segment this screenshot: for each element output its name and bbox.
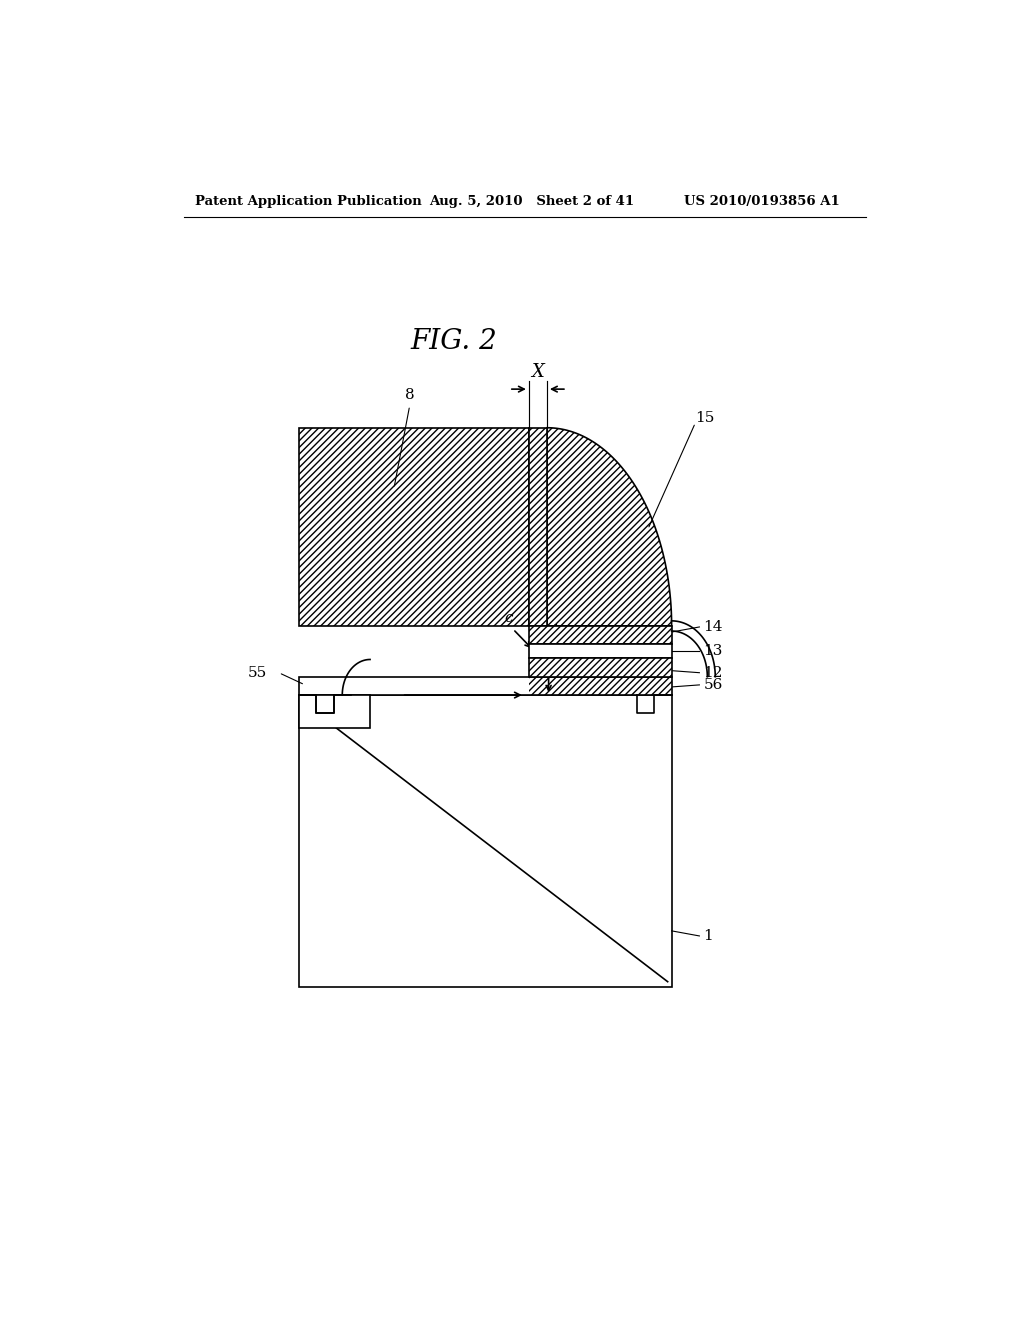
Bar — [299, 677, 672, 696]
Bar — [528, 626, 672, 644]
Text: Patent Application Publication: Patent Application Publication — [196, 194, 422, 207]
Text: 56: 56 — [703, 678, 723, 692]
Text: FIG. 2: FIG. 2 — [410, 327, 497, 355]
Text: 8: 8 — [404, 388, 415, 403]
Text: 12: 12 — [703, 665, 723, 680]
Text: Aug. 5, 2010   Sheet 2 of 41: Aug. 5, 2010 Sheet 2 of 41 — [430, 194, 635, 207]
Text: 55: 55 — [248, 665, 267, 680]
Bar — [299, 428, 528, 626]
Bar — [299, 696, 370, 727]
Bar — [528, 677, 672, 696]
Bar — [528, 659, 672, 677]
Bar — [528, 644, 672, 659]
Text: 14: 14 — [703, 620, 723, 634]
Text: c: c — [505, 611, 513, 624]
Bar — [299, 696, 672, 987]
Text: US 2010/0193856 A1: US 2010/0193856 A1 — [684, 194, 840, 207]
Text: 13: 13 — [703, 644, 723, 659]
Text: 15: 15 — [695, 411, 715, 425]
Bar — [528, 659, 672, 677]
Text: d: d — [548, 624, 557, 638]
Bar — [299, 428, 528, 626]
Bar — [528, 428, 547, 626]
Text: X: X — [531, 363, 545, 381]
Bar — [528, 428, 547, 626]
Polygon shape — [547, 428, 672, 626]
Text: 1: 1 — [703, 929, 713, 942]
Bar — [528, 626, 672, 644]
